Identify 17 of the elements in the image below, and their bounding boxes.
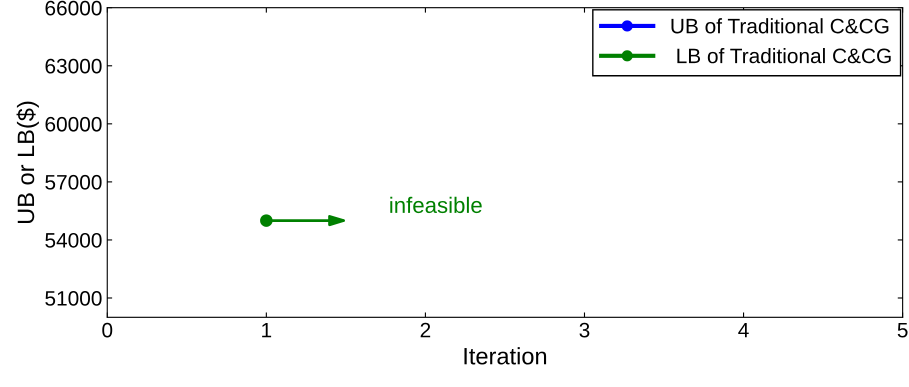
x-tick-label: 3: [579, 322, 590, 338]
x-tick-label: 4: [738, 322, 749, 338]
y-tick-label: 66000: [46, 0, 102, 16]
y-tick-label: 63000: [46, 58, 102, 74]
y-tick-label: 57000: [45, 174, 102, 190]
annotation: infeasible: [390, 196, 482, 214]
y-tick-label: 51000: [45, 290, 102, 306]
y-axis-title: UB or LB($): [16, 102, 39, 224]
x-tick-label: 5: [898, 322, 908, 338]
legend-label: UB of Traditional C&CG: [672, 18, 888, 34]
x-tick-label: 0: [102, 322, 112, 338]
x-tick-label: 1: [262, 322, 272, 338]
x-tick-label: 2: [420, 322, 430, 338]
y-tick-label: 60000: [46, 116, 102, 132]
x-axis-title: Iteration: [464, 347, 546, 365]
y-tick-label: 54000: [45, 232, 102, 248]
legend-label: LB of Traditional C&CG: [677, 48, 891, 64]
